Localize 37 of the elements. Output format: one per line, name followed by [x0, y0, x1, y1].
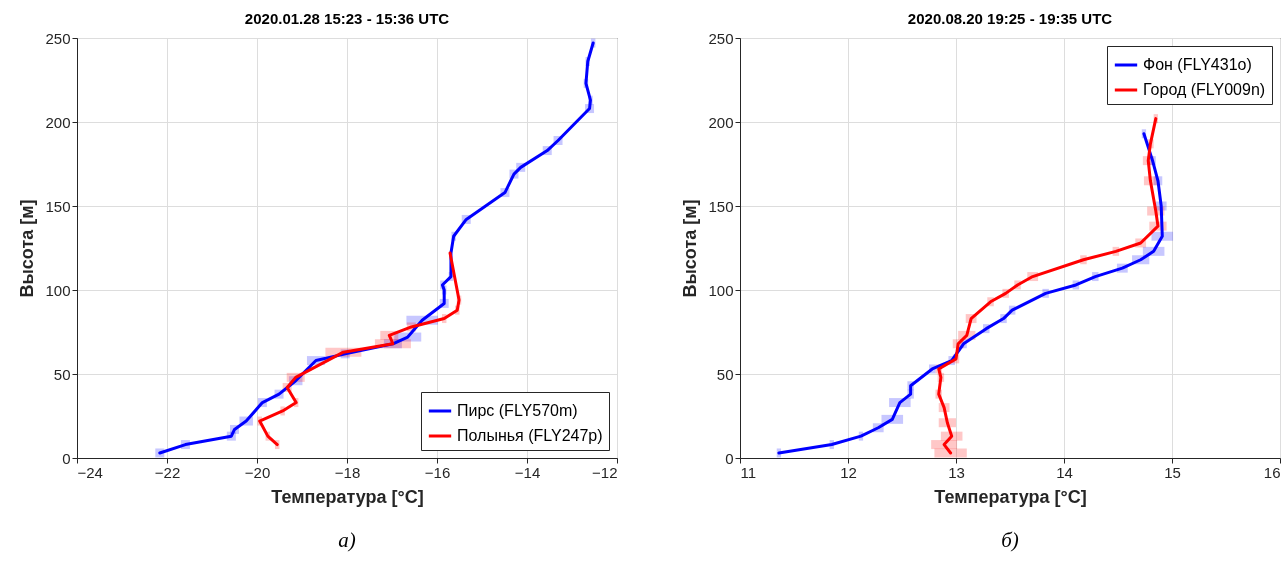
x-tick-label: −20 — [244, 463, 271, 481]
text: а) — [338, 528, 356, 553]
x-tick-label: 15 — [1164, 463, 1181, 481]
x-tick-label: −16 — [424, 463, 451, 481]
legend-label: Пирс (FLY570m) — [457, 402, 578, 419]
y-axis-title: Высота [м] — [680, 199, 701, 298]
x-tick-label: 16 — [1263, 463, 1281, 481]
legend-label: Фон (FLY431o) — [1143, 56, 1252, 73]
y-tick-label: 0 — [62, 449, 71, 467]
x-tick-label: 11 — [740, 463, 757, 481]
legend-label: Город (FLY009n) — [1143, 81, 1266, 98]
chart-title: 2020.01.28 15:23 - 15:36 UTC — [244, 10, 450, 27]
x-tick-label: −22 — [154, 463, 181, 481]
text: б) — [1001, 528, 1019, 553]
x-tick-label: 14 — [1056, 463, 1073, 481]
chart-title: 2020.08.20 19:25 - 19:35 UTC — [907, 10, 1113, 27]
y-tick-label: 250 — [708, 29, 734, 47]
y-tick-label: 50 — [53, 365, 71, 383]
y-tick-label: 100 — [45, 281, 71, 299]
x-tick-label: −18 — [334, 463, 361, 481]
y-tick-label: 150 — [45, 197, 71, 215]
y-tick-label: 250 — [45, 29, 71, 47]
y-tick-label: 100 — [708, 281, 734, 299]
y-axis-title: Высота [м] — [17, 199, 38, 298]
x-tick-label: −24 — [77, 463, 103, 481]
y-tick-label: 200 — [708, 113, 734, 131]
y-tick-label: 0 — [725, 449, 734, 467]
x-tick-label: 13 — [948, 463, 965, 481]
y-tick-label: 200 — [45, 113, 71, 131]
x-tick-label: −14 — [514, 463, 541, 481]
legend-label: Полынья (FLY247p) — [457, 427, 603, 444]
x-axis-title: Температура [°C] — [271, 486, 424, 507]
x-axis-title: Температура [°C] — [934, 486, 1087, 507]
y-tick-label: 150 — [708, 197, 734, 215]
y-tick-label: 50 — [716, 365, 734, 383]
x-tick-label: 12 — [840, 463, 857, 481]
x-tick-label: −12 — [592, 463, 618, 481]
